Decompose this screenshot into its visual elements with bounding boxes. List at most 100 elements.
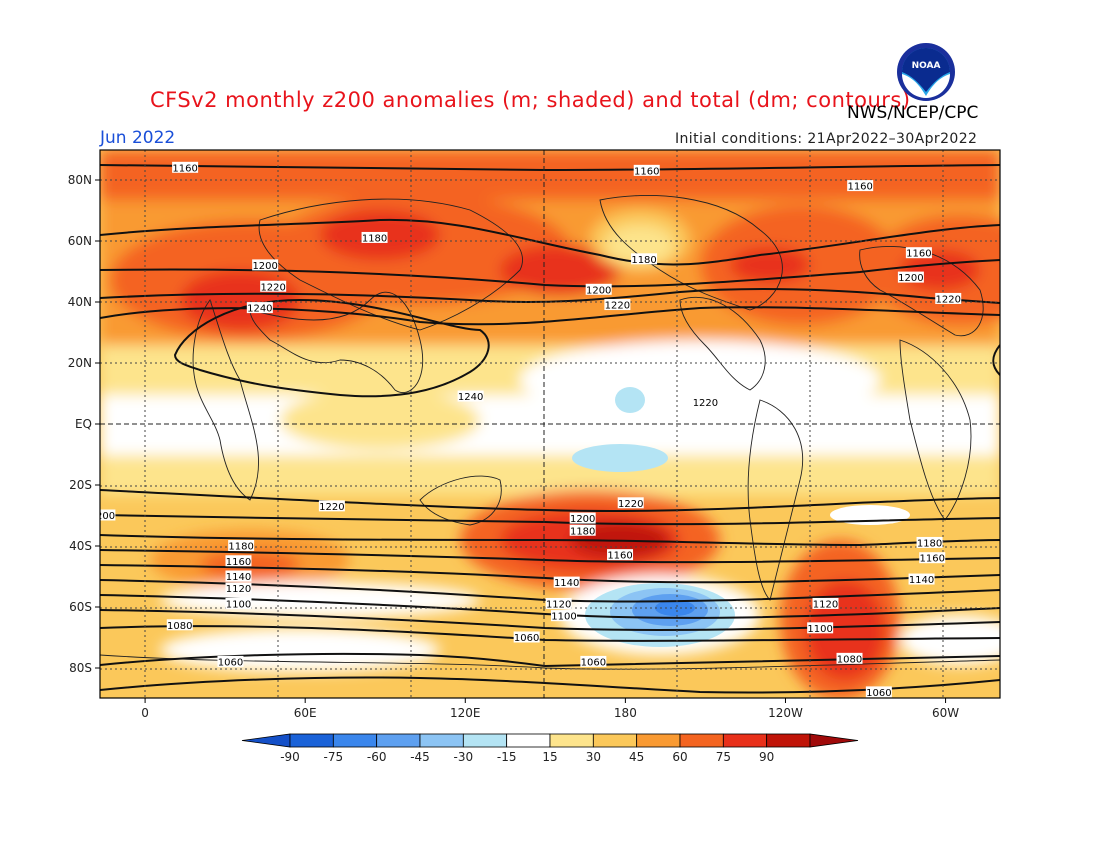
svg-text:1200: 1200 <box>898 273 923 284</box>
colorbar-label: 75 <box>716 750 731 764</box>
svg-text:1180: 1180 <box>570 526 595 537</box>
contour-label: 1160 <box>225 555 252 568</box>
colorbar-swatch <box>289 733 334 748</box>
colorbar-swatch <box>462 733 508 748</box>
svg-text:1220: 1220 <box>1016 490 1041 501</box>
lon-label: 180 <box>614 706 637 720</box>
contour-label: 1200 <box>585 283 612 296</box>
contour-label: 1100 <box>551 610 578 623</box>
svg-text:1160: 1160 <box>919 554 944 565</box>
contour-label: 1220 <box>1015 488 1041 501</box>
lat-label: 80S <box>69 661 92 675</box>
colorbar-low-end <box>241 733 291 748</box>
contour-label: 1080 <box>836 652 863 665</box>
contour-label: 1220 <box>604 299 631 312</box>
colorbar-label: 15 <box>542 750 557 764</box>
colorbar-swatch <box>419 733 464 748</box>
svg-text:1120: 1120 <box>813 599 838 610</box>
lon-label: 0 <box>141 706 149 720</box>
contour-label: 1200 <box>569 512 596 525</box>
colorbar-label: 30 <box>586 750 601 764</box>
svg-text:1180: 1180 <box>917 538 942 549</box>
colorbar-high-end <box>809 733 859 748</box>
noaa-logo-icon: NOAA <box>897 43 955 101</box>
svg-text:1060: 1060 <box>514 633 539 644</box>
colorbar-swatch <box>636 733 681 748</box>
contour-label: 1220 <box>692 396 719 409</box>
contour-label: 1240 <box>246 302 273 315</box>
svg-text:1200: 1200 <box>252 261 277 272</box>
svg-text:1180: 1180 <box>362 233 387 244</box>
longitude-labels: 060E120E180120W60W0 <box>141 698 959 720</box>
svg-text:1100: 1100 <box>807 624 832 635</box>
svg-text:1180: 1180 <box>228 542 253 553</box>
colorbar-swatch <box>592 733 638 748</box>
colorbar-swatch <box>549 733 594 748</box>
lat-label: 80N <box>68 173 92 187</box>
contour-label: 1060 <box>513 631 540 644</box>
colorbar-swatch <box>722 733 768 748</box>
lat-label: 60N <box>68 234 92 248</box>
contour-label: 1160 <box>633 164 660 177</box>
svg-text:1120: 1120 <box>226 584 251 595</box>
svg-text:1200: 1200 <box>90 511 115 522</box>
svg-text:1060: 1060 <box>866 688 891 699</box>
svg-text:1100: 1100 <box>226 599 251 610</box>
svg-text:1200: 1200 <box>1016 514 1041 525</box>
colorbar-swatch <box>679 733 724 748</box>
svg-text:1160: 1160 <box>847 182 872 193</box>
lon-label: 120E <box>450 706 481 720</box>
contour-label: 1200 <box>252 259 279 272</box>
contour-label: 1160 <box>919 552 946 565</box>
svg-text:1160: 1160 <box>172 163 197 174</box>
contour-label: 1140 <box>225 570 252 583</box>
svg-text:1140: 1140 <box>226 572 251 583</box>
colorbar-label: 90 <box>759 750 774 764</box>
lon-label: 120W <box>768 706 803 720</box>
svg-text:1180: 1180 <box>631 255 656 266</box>
contour-labels: 1160 1160 1160 1180 1180 1160 1200 1200 1200 1220… <box>90 161 1041 699</box>
svg-text:1220: 1220 <box>605 301 630 312</box>
svg-text:1140: 1140 <box>909 575 934 586</box>
svg-text:1220: 1220 <box>936 294 961 305</box>
contour-label: 1120 <box>812 597 839 610</box>
contour-label: 1220 <box>318 500 345 513</box>
coastlines <box>100 195 1000 670</box>
svg-text:1120: 1120 <box>546 599 571 610</box>
colorbar-swatch <box>332 733 378 748</box>
svg-text:1200: 1200 <box>586 285 611 296</box>
colorbar-swatch <box>766 733 811 748</box>
colorbar-label: 45 <box>629 750 644 764</box>
colorbar-label: 60 <box>672 750 687 764</box>
colorbar: -90 -75 -60 -45 -30 -15 15 30 45 60 75 90 <box>241 733 859 764</box>
colorbar-swatch <box>506 733 551 748</box>
svg-text:NOAA: NOAA <box>912 61 941 71</box>
contour-label: 1160 <box>607 549 634 562</box>
contour-label: 1180 <box>631 253 658 266</box>
contour-label: 1060 <box>865 686 892 699</box>
lat-label: EQ <box>75 417 92 431</box>
forecast-month: Jun 2022 <box>100 128 176 148</box>
svg-text:1200: 1200 <box>570 514 595 525</box>
svg-text:1160: 1160 <box>226 557 251 568</box>
contour-label: 1060 <box>580 655 607 668</box>
colorbar-label: -30 <box>454 750 474 764</box>
svg-text:1240: 1240 <box>247 304 272 315</box>
svg-text:1240: 1240 <box>458 392 483 403</box>
shaded-anomalies: 1160 1160 1160 1180 1180 1160 1200 1200 1200 1220… <box>90 150 1041 699</box>
colorbar-label: -75 <box>324 750 344 764</box>
contour-label: 1120 <box>225 582 252 595</box>
lat-label: 20S <box>69 478 92 492</box>
svg-text:1140: 1140 <box>554 578 579 589</box>
contour-label: 1180 <box>569 524 596 537</box>
lat-label: 60S <box>69 600 92 614</box>
contour-label: 1220 <box>935 292 962 305</box>
contour-label: 1140 <box>553 576 580 589</box>
svg-text:1100: 1100 <box>551 612 576 623</box>
agency-label: NWS/NCEP/CPC <box>847 103 979 123</box>
svg-text:1220: 1220 <box>260 282 285 293</box>
svg-text:1060: 1060 <box>218 657 243 668</box>
contour-label: 1220 <box>617 497 644 510</box>
contour-label: 1160 <box>847 180 874 193</box>
